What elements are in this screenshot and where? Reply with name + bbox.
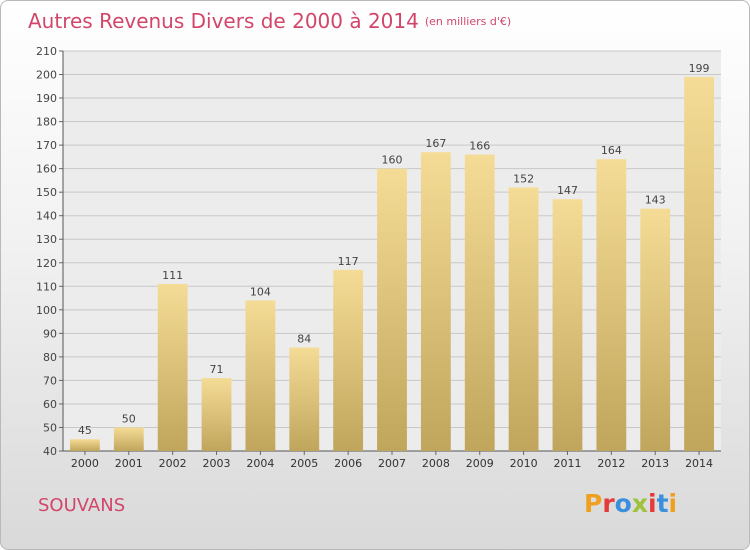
- bar: [333, 269, 364, 451]
- brand-logo: Proxiti: [584, 489, 678, 518]
- y-tick-label: 60: [43, 398, 57, 411]
- bar: [289, 347, 320, 451]
- y-tick-label: 40: [43, 445, 57, 458]
- data-label: 71: [210, 363, 224, 376]
- data-label: 117: [338, 255, 359, 268]
- y-tick-label: 160: [36, 163, 57, 176]
- y-tick-label: 170: [36, 139, 57, 152]
- bar: [157, 283, 188, 451]
- bar: [508, 187, 539, 451]
- x-tick-label: 2012: [597, 457, 625, 470]
- y-tick-label: 200: [36, 69, 57, 82]
- data-label: 152: [513, 172, 534, 185]
- bar: [377, 168, 407, 451]
- x-tick-label: 2000: [71, 457, 99, 470]
- bar: [596, 159, 627, 451]
- bar: [640, 208, 671, 451]
- y-tick-label: 180: [36, 116, 57, 129]
- y-tick-label: 140: [36, 210, 57, 223]
- data-label: 160: [382, 154, 403, 167]
- data-label: 50: [122, 412, 136, 425]
- y-tick-label: 100: [36, 304, 57, 317]
- x-tick-label: 2005: [290, 457, 318, 470]
- x-tick-label: 2014: [685, 457, 713, 470]
- bar: [201, 378, 232, 451]
- y-tick-label: 110: [36, 280, 57, 293]
- data-label: 166: [469, 140, 490, 153]
- data-label: 104: [250, 285, 271, 298]
- data-label: 143: [645, 194, 666, 207]
- x-tick-label: 2011: [553, 457, 581, 470]
- x-tick-label: 2013: [641, 457, 669, 470]
- data-label: 84: [297, 332, 311, 345]
- y-tick-label: 210: [36, 45, 57, 58]
- x-tick-label: 2010: [510, 457, 538, 470]
- bar: [552, 199, 583, 451]
- x-tick-label: 2003: [203, 457, 231, 470]
- x-tick-label: 2002: [159, 457, 187, 470]
- x-tick-label: 2004: [246, 457, 274, 470]
- y-tick-label: 130: [36, 233, 57, 246]
- data-label: 45: [78, 424, 92, 437]
- chart-title-text: Autres Revenus Divers de 2000 à 2014: [28, 9, 419, 33]
- x-tick-label: 2009: [466, 457, 494, 470]
- bar: [70, 439, 100, 451]
- y-tick-label: 70: [43, 374, 57, 387]
- y-tick-label: 190: [36, 92, 57, 105]
- chart-unit: (en milliers d'€): [424, 15, 512, 28]
- x-tick-label: 2008: [422, 457, 450, 470]
- y-tick-label: 50: [43, 421, 57, 434]
- bar: [684, 76, 714, 451]
- y-tick-label: 120: [36, 257, 57, 270]
- y-tick-label: 150: [36, 186, 57, 199]
- y-tick-label: 90: [43, 327, 57, 340]
- bar: [420, 152, 451, 452]
- bar: [245, 300, 276, 451]
- city-name: SOUVANS: [38, 495, 126, 516]
- x-tick-label: 2006: [334, 457, 362, 470]
- data-label: 167: [425, 137, 446, 150]
- y-tick-label: 80: [43, 351, 57, 364]
- bar: [464, 154, 495, 451]
- x-tick-label: 2007: [378, 457, 406, 470]
- data-label: 199: [689, 62, 710, 75]
- bar: [113, 427, 144, 451]
- x-tick-label: 2001: [115, 457, 143, 470]
- data-label: 147: [557, 184, 578, 197]
- data-label: 111: [162, 269, 183, 282]
- data-label: 164: [601, 144, 622, 157]
- chart-title: Autres Revenus Divers de 2000 à 2014 (en …: [28, 9, 511, 33]
